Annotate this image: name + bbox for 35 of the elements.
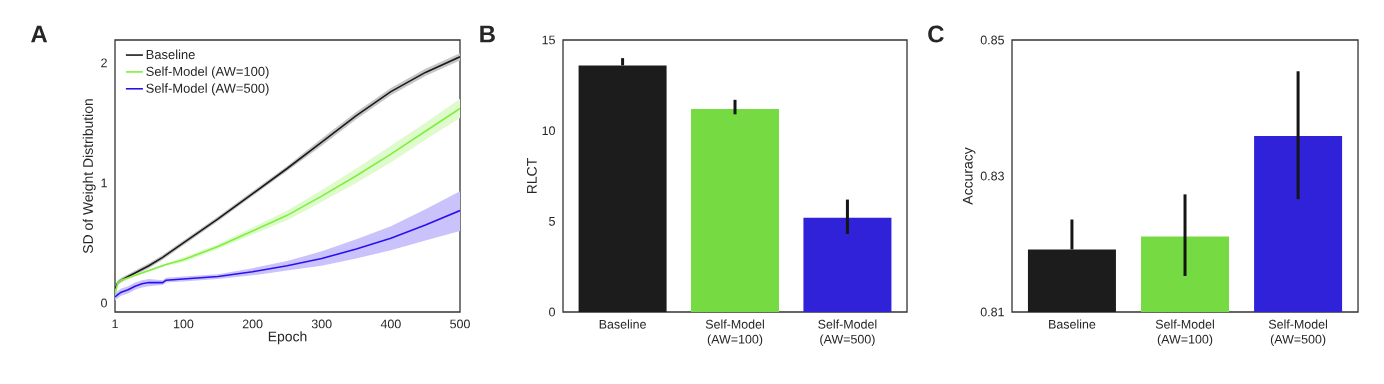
y-tick-label: 0: [101, 298, 107, 308]
y-tick-label: 0: [549, 307, 555, 317]
y-tick-label: 0.81: [980, 307, 1004, 317]
chart-title: B: [480, 25, 495, 43]
y-tick-label: 0.83: [980, 171, 1004, 181]
bar: [803, 217, 892, 312]
x-tick-label: 100: [174, 319, 194, 329]
x-tick-label: Baseline: [1049, 319, 1096, 329]
x-tick-label: 300: [311, 319, 332, 329]
y-tick-label: 1: [101, 178, 107, 188]
y-tick-label: 2: [101, 58, 107, 68]
x-tick-label: 500: [450, 319, 470, 329]
x-tick-label: Self-Model (AW=500): [1268, 319, 1328, 347]
x-tick-label: Baseline: [599, 319, 646, 329]
x-tick-label: 400: [380, 319, 401, 329]
x-tick-label: 200: [242, 319, 263, 329]
x-tick-label: 1: [112, 319, 118, 329]
y-axis-title: Accuracy: [962, 147, 976, 205]
legend-label: Self-Model (AW=100): [146, 66, 269, 79]
legend-label: Baseline: [146, 49, 195, 60]
y-axis-title: SD of Weight Distribution: [82, 99, 96, 254]
y-tick-label: 10: [542, 126, 555, 136]
y-tick-label: 5: [549, 216, 555, 226]
chart-title: A: [31, 25, 48, 43]
y-axis-title: RLCT: [526, 158, 537, 194]
chart-title: C: [928, 25, 944, 43]
x-tick-label: Self-Model (AW=500): [818, 319, 877, 347]
x-tick-label: Self-Model (AW=100): [1155, 319, 1214, 347]
y-tick-label: 0.85: [980, 35, 1004, 45]
bar: [691, 108, 780, 312]
x-axis-title: Epoch: [268, 331, 307, 345]
x-tick-label: Self-Model (AW=100): [705, 319, 764, 347]
y-tick-label: 15: [542, 35, 555, 45]
legend-label: Self-Model (AW=500): [146, 83, 269, 96]
line-series: [115, 209, 460, 298]
